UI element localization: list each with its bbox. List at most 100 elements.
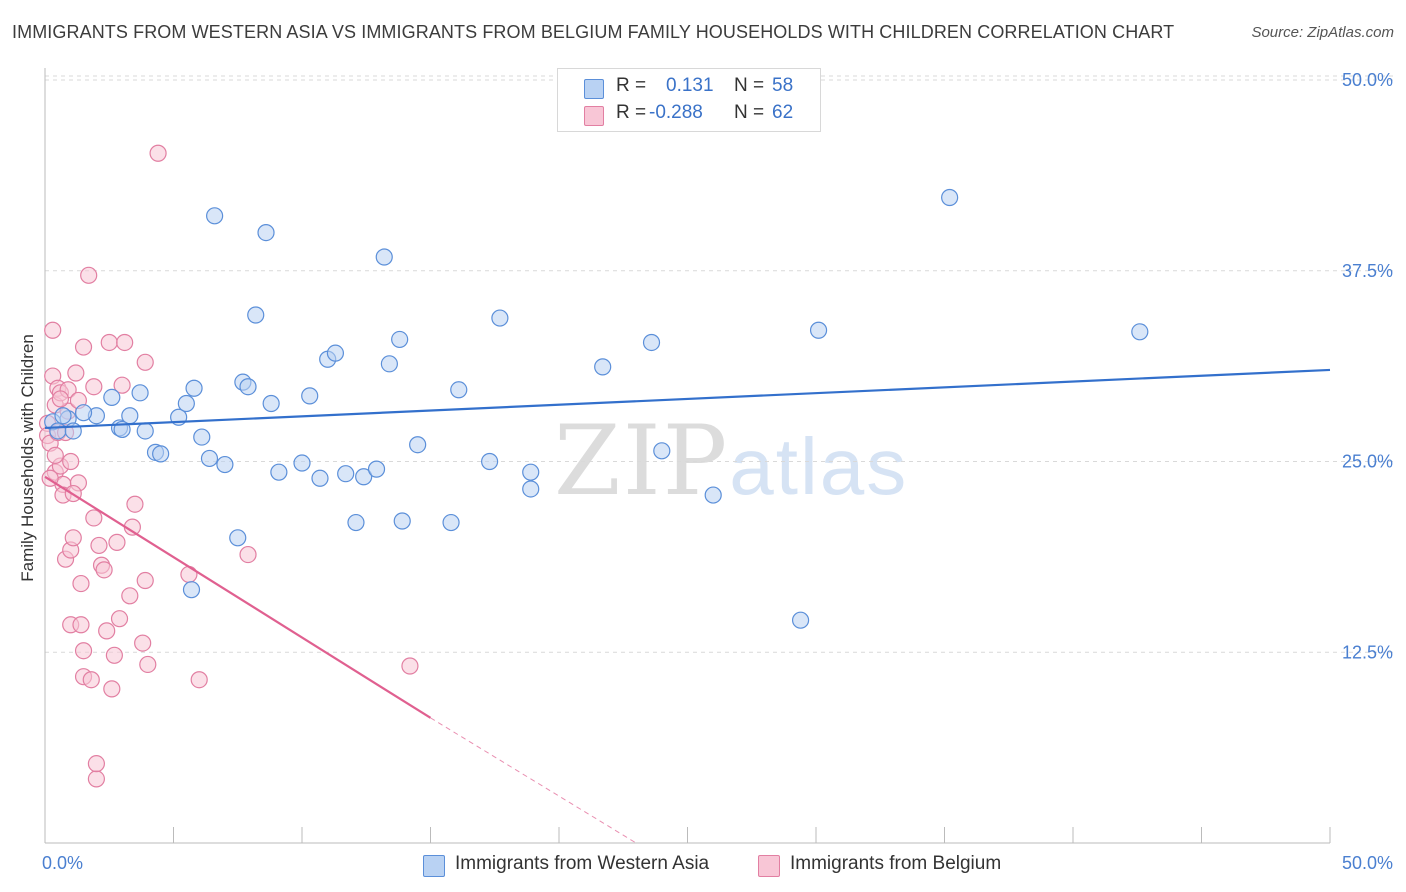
- trend-line-belgium: [44, 475, 432, 719]
- data-point-western-asia: [270, 463, 288, 481]
- data-point-western-asia: [442, 513, 460, 532]
- data-point-western-asia: [74, 404, 93, 422]
- data-point-belgium: [80, 266, 98, 284]
- data-point-belgium: [134, 634, 152, 652]
- data-point-belgium: [95, 561, 113, 579]
- y-tick-label: 37.5%: [1342, 261, 1393, 281]
- data-point-western-asia: [262, 394, 280, 413]
- data-point-belgium: [85, 378, 103, 396]
- data-point-western-asia: [380, 355, 398, 373]
- tick-labels: 12.5% 25.0% 37.5% 50.0% 0.0% 50.0%: [42, 70, 1393, 873]
- data-point-belgium: [82, 671, 100, 689]
- data-point-belgium: [44, 321, 62, 339]
- data-point-belgium: [149, 144, 167, 162]
- data-point-belgium: [113, 376, 131, 394]
- data-point-belgium: [62, 452, 80, 471]
- data-point-western-asia: [152, 445, 170, 463]
- data-point-western-asia: [375, 248, 393, 266]
- data-point-belgium: [116, 333, 134, 352]
- trend-lines: [44, 368, 1331, 844]
- data-point-western-asia: [1131, 323, 1149, 341]
- data-point-western-asia: [193, 428, 211, 446]
- data-point-belgium: [98, 622, 116, 640]
- trend-line-western-asia: [44, 368, 1331, 430]
- legend-r-label: R =: [616, 102, 647, 123]
- data-point-belgium: [103, 680, 121, 698]
- data-point-western-asia: [326, 344, 345, 362]
- data-point-western-asia: [131, 384, 149, 402]
- data-point-western-asia: [367, 460, 386, 478]
- bottom-legend-label: Immigrants from Western Asia: [455, 853, 710, 874]
- data-point-western-asia: [653, 442, 671, 460]
- data-point-western-asia: [177, 394, 195, 413]
- data-point-western-asia: [594, 358, 612, 376]
- data-point-belgium: [64, 529, 82, 547]
- data-point-western-asia: [347, 513, 365, 532]
- bottom-legend-label: Immigrants from Belgium: [790, 853, 1002, 874]
- data-point-western-asia: [182, 581, 201, 599]
- data-point-belgium: [87, 755, 106, 773]
- data-point-western-asia: [522, 463, 540, 481]
- y-tick-label: 50.0%: [1342, 70, 1393, 90]
- data-point-belgium: [85, 509, 103, 527]
- data-point-western-asia: [206, 207, 224, 225]
- legend-r-value: 0.131: [666, 75, 714, 96]
- data-point-western-asia: [355, 468, 373, 486]
- data-point-belgium: [190, 671, 208, 689]
- data-point-western-asia: [229, 529, 247, 547]
- y-tick-label: 25.0%: [1342, 452, 1393, 472]
- data-point-western-asia: [642, 333, 661, 352]
- legend-row-belgium: R = -0.288 N = 62: [558, 100, 820, 127]
- data-point-belgium: [100, 333, 118, 352]
- data-point-belgium: [139, 655, 157, 674]
- data-point-western-asia: [791, 611, 810, 629]
- bottom-legend-swatch-blue: [423, 855, 445, 877]
- data-point-belgium: [136, 353, 154, 371]
- gridlines: [45, 75, 1393, 653]
- axes: [44, 68, 1331, 844]
- stats-legend: R = 0.131 N = 58 R = -0.288 N = 62: [557, 68, 821, 132]
- data-point-belgium: [108, 533, 126, 551]
- legend-n-label: N =: [734, 75, 765, 96]
- data-point-western-asia: [450, 381, 468, 399]
- legend-n-value: 58: [772, 75, 794, 96]
- data-point-belgium: [87, 770, 106, 788]
- x-tick-label: 0.0%: [42, 853, 83, 873]
- data-point-belgium: [110, 610, 129, 628]
- data-point-western-asia: [301, 387, 319, 405]
- data-point-western-asia: [941, 188, 959, 207]
- source-credit: Source: ZipAtlas.com: [1251, 24, 1394, 41]
- data-point-western-asia: [247, 306, 265, 324]
- data-point-belgium: [51, 390, 70, 408]
- chart-title: IMMIGRANTS FROM WESTERN ASIA VS IMMIGRAN…: [12, 22, 1175, 42]
- data-point-western-asia: [136, 422, 154, 440]
- data-point-belgium: [72, 616, 90, 634]
- legend-n-label: N =: [734, 102, 765, 123]
- data-point-western-asia: [481, 452, 499, 471]
- series-western-asia-points: [44, 188, 1149, 629]
- data-point-belgium: [105, 646, 123, 664]
- data-point-belgium: [46, 446, 64, 464]
- data-point-western-asia: [239, 378, 257, 396]
- watermark-atlas: atlas: [729, 422, 909, 511]
- x-tick-label: 50.0%: [1342, 853, 1393, 873]
- data-point-belgium: [90, 536, 108, 555]
- data-point-western-asia: [293, 454, 311, 472]
- data-point-western-asia: [311, 469, 329, 487]
- data-point-belgium: [180, 565, 198, 584]
- y-tick-label: 12.5%: [1342, 642, 1393, 662]
- data-point-belgium: [72, 574, 90, 593]
- data-point-western-asia: [391, 330, 409, 349]
- data-point-western-asia: [409, 436, 427, 454]
- legend-swatch-pink: [584, 106, 604, 126]
- data-point-western-asia: [337, 465, 355, 483]
- data-point-belgium: [121, 587, 139, 605]
- legend-r-value: -0.288: [649, 102, 703, 123]
- trend-line-belgium-extension: [430, 717, 637, 844]
- data-point-belgium: [136, 571, 154, 590]
- series-belgium-points: [38, 144, 419, 788]
- data-point-western-asia: [491, 309, 509, 327]
- bottom-legend-swatch-pink: [758, 855, 780, 877]
- data-point-western-asia: [704, 486, 722, 504]
